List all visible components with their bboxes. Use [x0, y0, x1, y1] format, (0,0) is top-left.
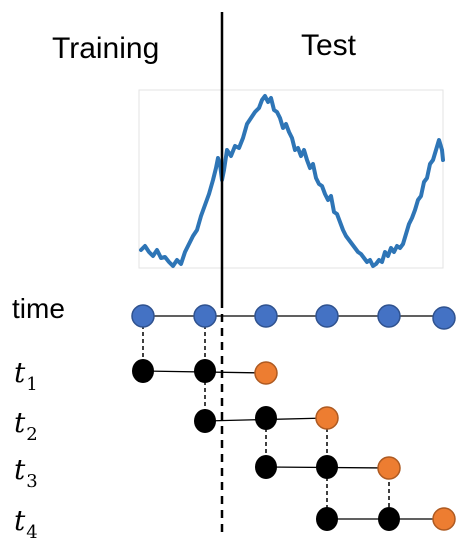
t3-label: t3	[14, 453, 38, 492]
t1-label: t1	[14, 356, 38, 395]
t2-history-node-2	[255, 406, 277, 430]
t4-history-node-1	[316, 507, 338, 531]
time-nodes	[131, 304, 456, 330]
t3-target-node	[377, 456, 401, 480]
t2-label: t2	[14, 406, 38, 445]
t3-history-node-1	[255, 455, 277, 479]
time-node-6	[432, 306, 456, 330]
training-label: Training	[52, 32, 159, 65]
t1-target-node	[254, 361, 278, 385]
t2-target-node	[315, 406, 339, 430]
t4-history-node-2	[378, 507, 400, 531]
time-node-5	[377, 304, 401, 328]
time-node-4	[315, 304, 339, 328]
time-node-1	[131, 304, 155, 328]
t4-target-node	[432, 507, 456, 531]
test-label: Test	[301, 29, 357, 62]
t3-history-node-2	[316, 455, 338, 479]
target-nodes	[254, 361, 456, 531]
row-lines	[142, 315, 444, 520]
t1-history-node-1	[132, 359, 154, 383]
time-node-2	[193, 304, 217, 328]
history-nodes	[132, 359, 400, 531]
t4-label: t4	[14, 504, 38, 543]
plot-frame	[138, 89, 444, 269]
t1-history-node-2	[194, 359, 216, 383]
time-row-label: time	[12, 293, 65, 324]
t2-history-node-1	[194, 409, 216, 433]
time-node-3	[254, 304, 278, 328]
time-series-line	[139, 94, 445, 268]
